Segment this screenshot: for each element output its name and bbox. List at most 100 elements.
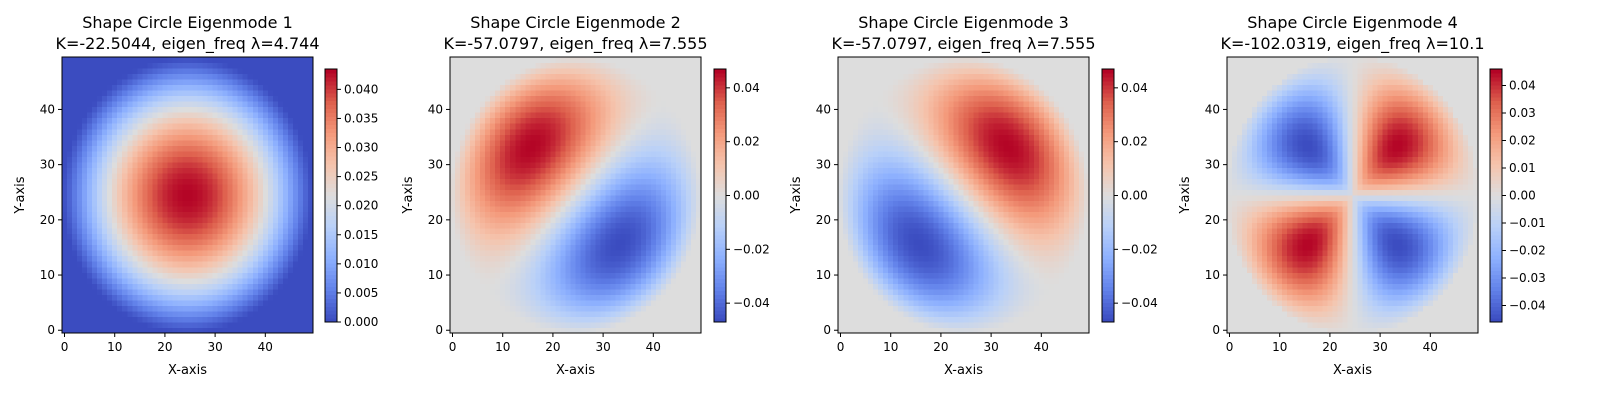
heatmap-cell	[167, 222, 173, 229]
eigenmode-panel-2: Shape Circle Eigenmode 2K=-57.0797, eige…	[401, 13, 770, 378]
heatmap-cell	[257, 288, 264, 295]
heatmap-cell	[685, 139, 692, 146]
heatmap-cell	[515, 310, 521, 317]
heatmap-cell	[117, 73, 123, 80]
heatmap-cell	[122, 73, 128, 80]
heatmap-cell	[227, 156, 234, 163]
heatmap-cell	[480, 211, 486, 218]
heatmap-cell	[227, 211, 234, 218]
heatmap-cell	[490, 244, 496, 251]
heatmap-cell	[122, 283, 128, 290]
heatmap-cell	[297, 294, 304, 301]
heatmap-cell	[302, 156, 309, 163]
heatmap-cell	[495, 211, 501, 218]
eigenmode-panel-1: Shape Circle Eigenmode 1K=-22.5044, eige…	[13, 13, 378, 378]
heatmap-cell	[242, 288, 249, 295]
heatmap-cell	[182, 90, 188, 97]
heatmap-cell	[650, 95, 657, 102]
heatmap-cell	[535, 101, 541, 108]
heatmap-cell	[630, 305, 637, 312]
heatmap-cell	[540, 167, 546, 174]
colorbar-segment	[325, 238, 337, 244]
heatmap-cell	[665, 327, 672, 334]
heatmap-cell	[132, 255, 138, 262]
heatmap-cell	[82, 73, 88, 80]
heatmap-cell	[550, 161, 556, 168]
heatmap-cell	[600, 156, 607, 163]
heatmap-cell	[535, 195, 541, 202]
heatmap-cell	[595, 266, 602, 273]
heatmap-cell	[695, 106, 702, 113]
heatmap-cell	[207, 128, 214, 135]
heatmap-cell	[570, 316, 576, 323]
heatmap-cell	[182, 327, 188, 334]
heatmap-cell	[685, 90, 692, 97]
heatmap-cell	[102, 321, 108, 328]
heatmap-cell	[292, 255, 299, 262]
heatmap-cell	[620, 79, 627, 86]
heatmap-cell	[252, 57, 259, 64]
heatmap-cell	[675, 244, 682, 251]
heatmap-cell	[192, 112, 199, 119]
heatmap-cell	[460, 211, 466, 218]
heatmap-cell	[450, 283, 456, 290]
heatmap-cell	[590, 228, 597, 235]
heatmap-cell	[262, 90, 269, 97]
heatmap-cell	[162, 294, 168, 301]
heatmap-cell	[272, 62, 279, 69]
heatmap-cell	[465, 294, 471, 301]
heatmap-cell	[82, 200, 88, 207]
heatmap-cell	[595, 145, 602, 152]
heatmap-cell	[475, 266, 481, 273]
heatmap-cell	[212, 228, 219, 235]
heatmap-cell	[117, 172, 123, 179]
heatmap-cell	[152, 57, 158, 64]
heatmap-cell	[222, 288, 229, 295]
heatmap-cell	[515, 316, 521, 323]
heatmap-cell	[247, 305, 254, 312]
heatmap-cell	[122, 294, 128, 301]
heatmap-cell	[202, 84, 209, 91]
heatmap-cell	[495, 84, 501, 91]
heatmap-cell	[252, 183, 259, 190]
heatmap-cell	[122, 106, 128, 113]
heatmap-cell	[72, 250, 78, 257]
heatmap-cell	[172, 288, 178, 295]
heatmap-cell	[212, 167, 219, 174]
heatmap-cell	[117, 57, 123, 64]
heatmap-cell	[137, 310, 143, 317]
heatmap-cell	[560, 310, 566, 317]
heatmap-cell	[685, 134, 692, 141]
heatmap-cell	[560, 327, 566, 334]
heatmap-cell	[560, 73, 566, 80]
heatmap-cell	[540, 84, 546, 91]
heatmap-cell	[127, 206, 133, 213]
heatmap-cell	[610, 189, 617, 196]
heatmap-cell	[655, 222, 662, 229]
heatmap-cell	[525, 189, 531, 196]
heatmap-cell	[302, 255, 309, 262]
heatmap-cell	[545, 250, 551, 257]
heatmap-cell	[287, 206, 294, 213]
heatmap-cell	[227, 145, 234, 152]
heatmap-cell	[605, 195, 612, 202]
heatmap-cell	[107, 189, 113, 196]
heatmap-cell	[207, 189, 214, 196]
heatmap-cell	[530, 73, 536, 80]
heatmap-cell	[247, 156, 254, 163]
heatmap-cell	[112, 150, 118, 157]
heatmap-cell	[287, 272, 294, 279]
heatmap-cell	[132, 73, 138, 80]
heatmap-cell	[237, 195, 244, 202]
heatmap-cell	[87, 167, 93, 174]
heatmap-cell	[67, 200, 73, 207]
heatmap-cell	[625, 244, 632, 251]
heatmap-cell	[480, 244, 486, 251]
heatmap-cell	[635, 134, 642, 141]
heatmap-cell	[147, 321, 153, 328]
heatmap-cell	[267, 261, 274, 268]
heatmap-cell	[625, 178, 632, 185]
heatmap-cell	[257, 299, 264, 306]
heatmap-cell	[92, 310, 98, 317]
heatmap-cell	[675, 117, 682, 124]
